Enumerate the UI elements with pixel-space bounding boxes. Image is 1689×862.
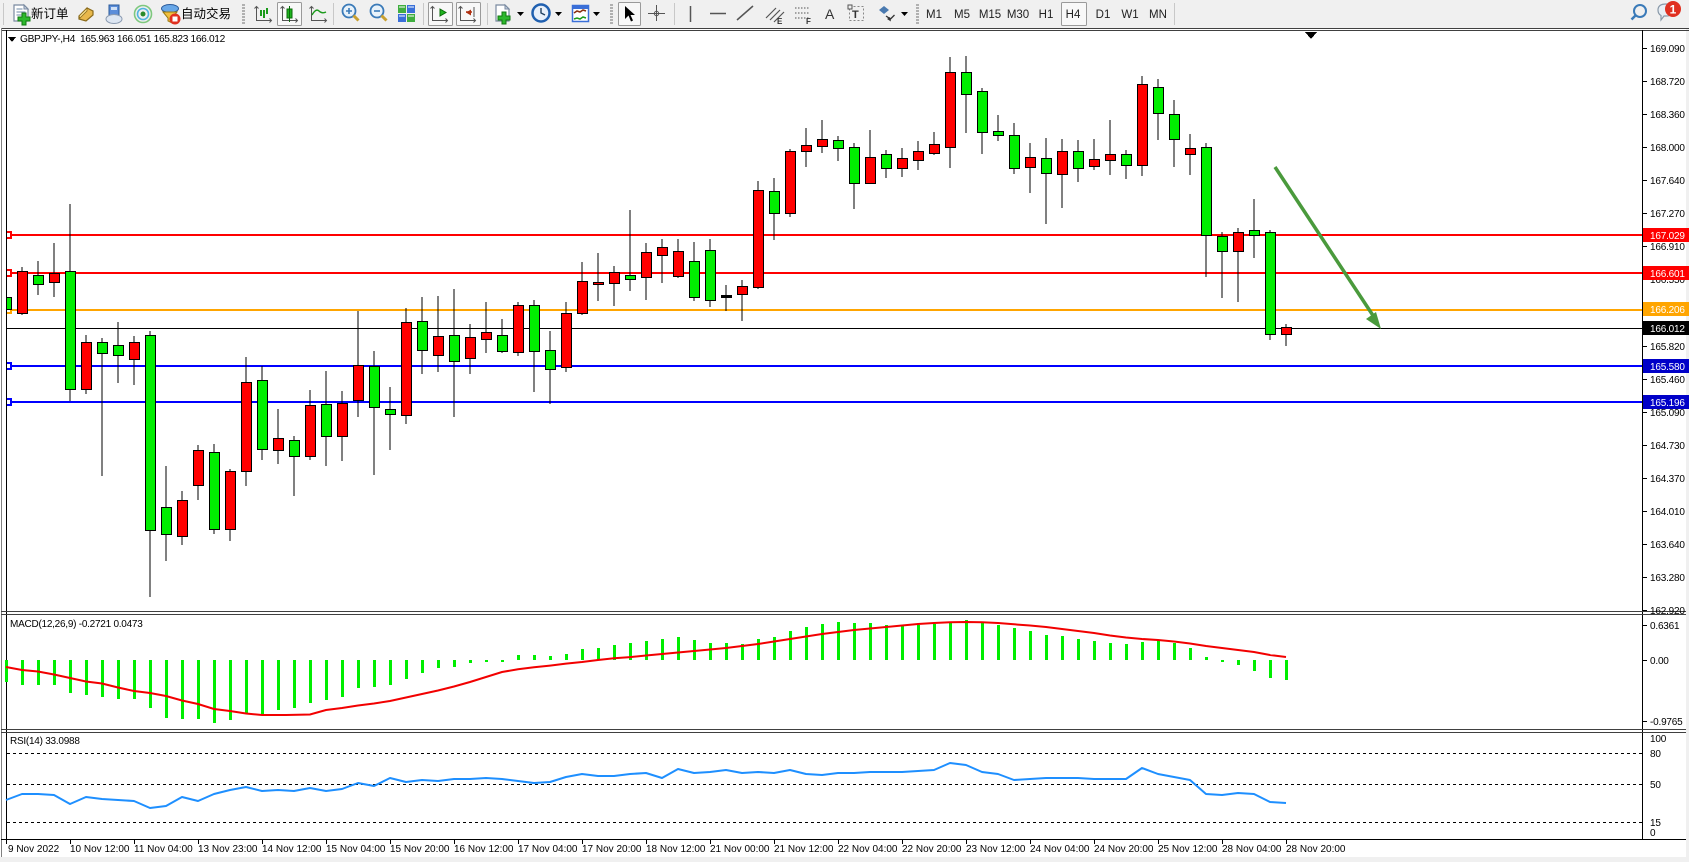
svg-text:169.090: 169.090	[1650, 44, 1685, 55]
svg-text:11 Nov 04:00: 11 Nov 04:00	[134, 844, 193, 855]
svg-text:0: 0	[1650, 828, 1656, 839]
svg-text:10 Nov 12:00: 10 Nov 12:00	[70, 844, 130, 855]
svg-text:162.920: 162.920	[1650, 606, 1685, 617]
svg-text:M1: M1	[926, 9, 942, 21]
svg-text:16 Nov 12:00: 16 Nov 12:00	[454, 844, 514, 855]
svg-text:RSI(14) 33.0988: RSI(14) 33.0988	[10, 736, 80, 747]
svg-text:自动交易: 自动交易	[181, 6, 231, 21]
svg-text:100: 100	[1650, 734, 1667, 745]
svg-text:163.280: 163.280	[1650, 573, 1685, 584]
svg-text:9 Nov 2022: 9 Nov 2022	[8, 844, 60, 855]
svg-text:MN: MN	[1149, 9, 1167, 21]
svg-text:164.010: 164.010	[1650, 507, 1685, 518]
svg-text:13 Nov 23:00: 13 Nov 23:00	[198, 844, 258, 855]
svg-text:167.270: 167.270	[1650, 209, 1685, 220]
svg-text:166.601: 166.601	[1650, 269, 1685, 280]
svg-text:F: F	[806, 17, 811, 26]
svg-text:22 Nov 20:00: 22 Nov 20:00	[902, 844, 962, 855]
svg-text:166.910: 166.910	[1650, 242, 1685, 253]
svg-text:25 Nov 12:00: 25 Nov 12:00	[1158, 844, 1218, 855]
svg-text:165.196: 165.196	[1650, 398, 1685, 409]
svg-text:80: 80	[1650, 749, 1661, 760]
svg-text:24 Nov 20:00: 24 Nov 20:00	[1094, 844, 1154, 855]
svg-text:168.360: 168.360	[1650, 110, 1685, 121]
svg-text:167.029: 167.029	[1650, 231, 1685, 242]
svg-text:23 Nov 12:00: 23 Nov 12:00	[966, 844, 1026, 855]
svg-text:A: A	[825, 6, 835, 22]
svg-text:166.012: 166.012	[1650, 324, 1685, 335]
svg-text:M15: M15	[979, 9, 1001, 21]
svg-text:E: E	[777, 17, 783, 26]
svg-text:1: 1	[1670, 3, 1677, 17]
svg-text:168.000: 168.000	[1650, 143, 1685, 154]
svg-text:0.6361: 0.6361	[1650, 621, 1680, 632]
svg-text:MACD(12,26,9) -0.2721 0.0473: MACD(12,26,9) -0.2721 0.0473	[10, 619, 143, 630]
svg-text:15 Nov 20:00: 15 Nov 20:00	[390, 844, 450, 855]
svg-text:18 Nov 12:00: 18 Nov 12:00	[646, 844, 706, 855]
svg-text:21 Nov 12:00: 21 Nov 12:00	[774, 844, 834, 855]
svg-text:21 Nov 00:00: 21 Nov 00:00	[710, 844, 770, 855]
svg-text:165.820: 165.820	[1650, 342, 1685, 353]
svg-text:165.460: 165.460	[1650, 375, 1685, 386]
svg-text:17 Nov 20:00: 17 Nov 20:00	[582, 844, 642, 855]
svg-text:167.640: 167.640	[1650, 176, 1685, 187]
svg-text:164.370: 164.370	[1650, 474, 1685, 485]
svg-text:164.730: 164.730	[1650, 441, 1685, 452]
svg-text:15 Nov 04:00: 15 Nov 04:00	[326, 844, 386, 855]
svg-text:H1: H1	[1039, 9, 1054, 21]
svg-text:14 Nov 12:00: 14 Nov 12:00	[262, 844, 322, 855]
svg-text:17 Nov 04:00: 17 Nov 04:00	[518, 844, 578, 855]
svg-text:W1: W1	[1121, 9, 1138, 21]
svg-text:T: T	[852, 9, 859, 21]
svg-text:-0.9765: -0.9765	[1650, 717, 1683, 728]
svg-text:M30: M30	[1007, 9, 1029, 21]
svg-text:165.580: 165.580	[1650, 362, 1685, 373]
svg-text:28 Nov 20:00: 28 Nov 20:00	[1286, 844, 1346, 855]
svg-text:166.550: 166.550	[1650, 275, 1685, 286]
svg-text:166.206: 166.206	[1650, 305, 1685, 316]
svg-text:50: 50	[1650, 780, 1661, 791]
svg-text:22 Nov 04:00: 22 Nov 04:00	[838, 844, 898, 855]
svg-text:28 Nov 04:00: 28 Nov 04:00	[1222, 844, 1282, 855]
svg-text:165.090: 165.090	[1650, 408, 1685, 419]
svg-text:163.640: 163.640	[1650, 540, 1685, 551]
svg-text:M5: M5	[954, 9, 970, 21]
svg-text:168.720: 168.720	[1650, 77, 1685, 88]
svg-text:24 Nov 04:00: 24 Nov 04:00	[1030, 844, 1090, 855]
svg-text:15: 15	[1650, 818, 1661, 829]
svg-text:新订单: 新订单	[31, 6, 69, 21]
svg-text:GBPJPY-,H4 165.963 166.051 16: GBPJPY-,H4 165.963 166.051 165.823 166.0…	[20, 34, 226, 45]
svg-text:D1: D1	[1096, 9, 1111, 21]
svg-text:0.00: 0.00	[1650, 656, 1669, 667]
svg-text:H4: H4	[1066, 9, 1081, 21]
